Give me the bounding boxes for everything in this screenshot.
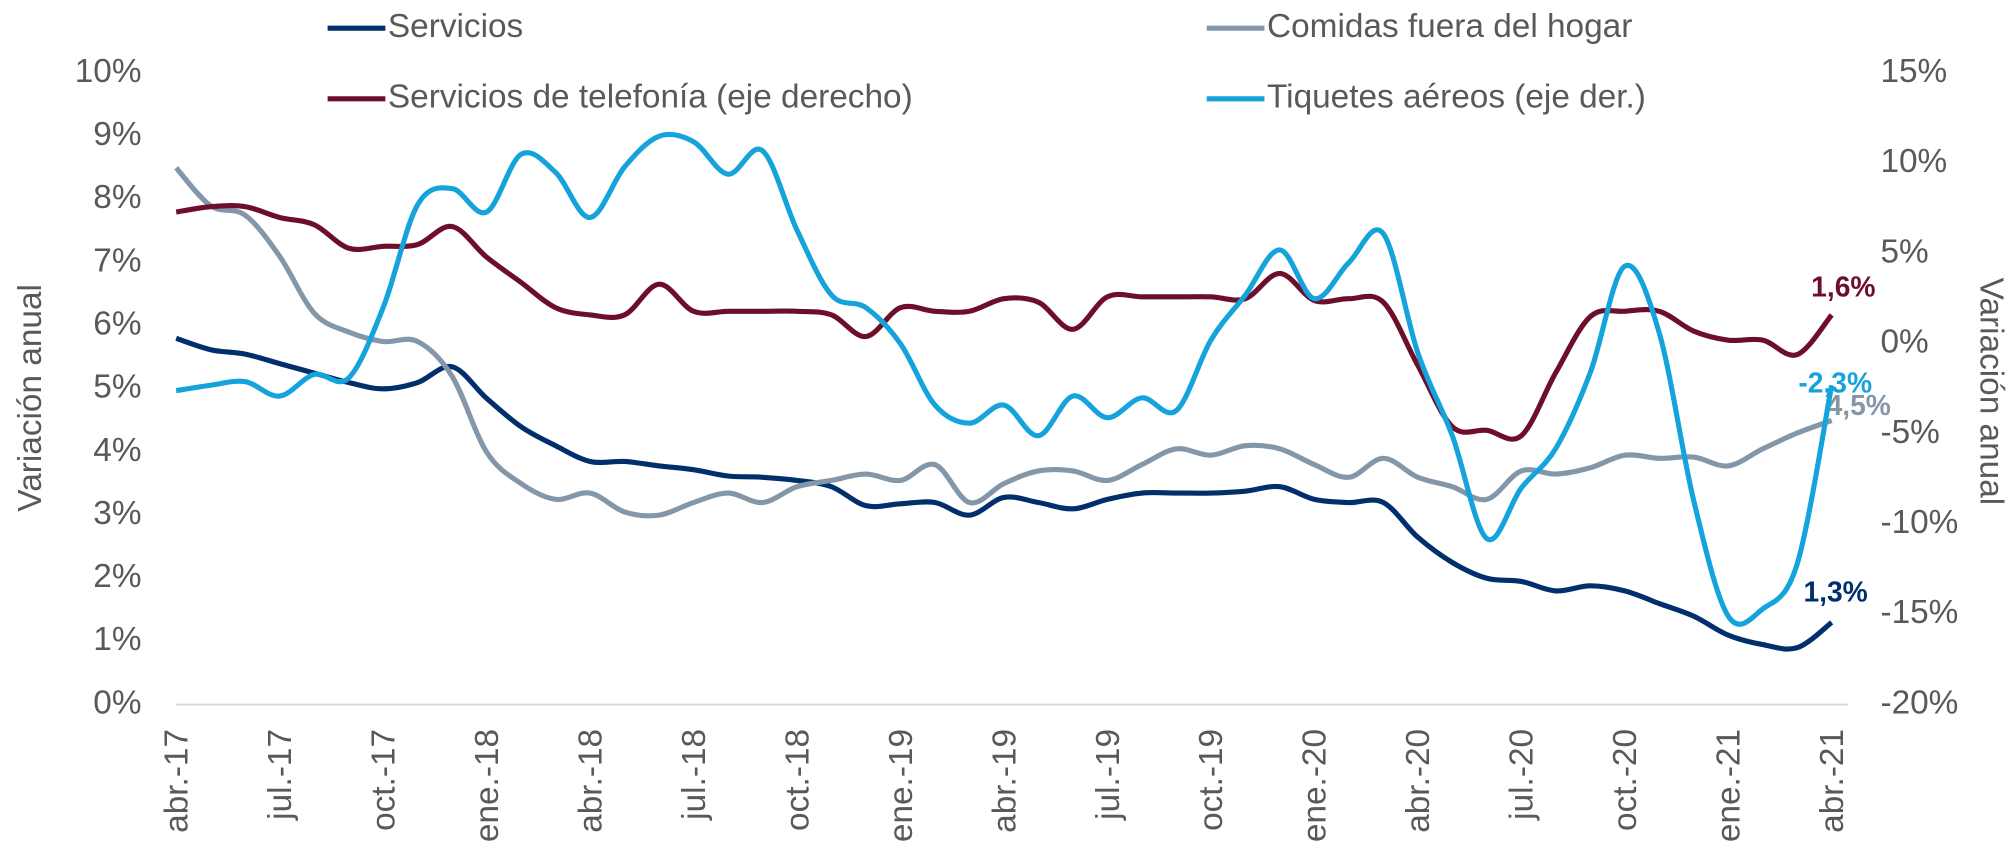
y2-axis-label: Variación anual — [1973, 278, 2010, 506]
data-label: 1,6% — [1811, 271, 1875, 303]
legend-label: Servicios de telefonía (eje derecho) — [388, 79, 913, 116]
y-tick-label: 5% — [93, 369, 141, 406]
x-tick-label: ene.-20 — [1297, 729, 1334, 842]
data-label: 1,3% — [1803, 576, 1867, 608]
y2-tick-label: 0% — [1880, 324, 1928, 361]
data-label: -2,3% — [1798, 367, 1872, 399]
legend-label: Comidas fuera del hogar — [1267, 8, 1632, 45]
y-tick-label: 1% — [93, 621, 141, 658]
legend-label: Tiquetes aéreos (eje der.) — [1267, 79, 1646, 116]
y2-tick-label: 10% — [1880, 143, 1947, 180]
x-tick-label: jul.-17 — [262, 729, 299, 821]
y-tick-label: 3% — [93, 495, 141, 532]
y-tick-label: 10% — [75, 53, 142, 90]
x-tick-label: oct.-18 — [779, 729, 816, 831]
x-tick-label: jul.-20 — [1504, 729, 1541, 821]
x-tick-label: oct.-19 — [1193, 729, 1230, 831]
y2-tick-label: -15% — [1880, 594, 1958, 631]
y2-tick-label: -10% — [1880, 504, 1958, 541]
y2-tick-label: 5% — [1880, 233, 1928, 270]
x-tick-label: oct.-20 — [1607, 729, 1644, 831]
x-tick-label: abr.-21 — [1814, 729, 1851, 833]
x-tick-label: oct.-17 — [365, 729, 402, 831]
y-tick-label: 2% — [93, 558, 141, 595]
y-tick-label: 7% — [93, 242, 141, 279]
x-tick-label: abr.-20 — [1400, 729, 1437, 833]
y-axis-label: Variación anual — [12, 284, 49, 512]
y-tick-label: 6% — [93, 306, 141, 343]
series-line — [175, 131, 1835, 627]
y2-tick-label: -20% — [1880, 684, 1958, 721]
x-tick-label: abr.-18 — [572, 729, 609, 833]
y-tick-label: 8% — [93, 179, 141, 216]
x-tick-label: ene.-21 — [1711, 729, 1748, 842]
x-tick-label: abr.-19 — [986, 729, 1023, 833]
y-tick-label: 4% — [93, 432, 141, 469]
y-tick-label: 9% — [93, 116, 141, 153]
series-line — [175, 335, 1834, 652]
x-tick-label: ene.-18 — [469, 729, 506, 842]
series-line — [175, 203, 1834, 442]
y2-tick-label: -5% — [1880, 414, 1939, 451]
x-tick-label: jul.-18 — [676, 729, 713, 821]
data-label: 4,5% — [1827, 389, 1891, 421]
x-tick-label: jul.-19 — [1090, 729, 1127, 821]
legend-label: Servicios — [388, 8, 523, 45]
series-line — [174, 166, 1833, 519]
x-tick-label: ene.-19 — [883, 729, 920, 842]
y2-tick-label: 15% — [1880, 53, 1947, 90]
x-tick-label: abr.-17 — [159, 729, 196, 833]
y-tick-label: 0% — [93, 684, 141, 721]
